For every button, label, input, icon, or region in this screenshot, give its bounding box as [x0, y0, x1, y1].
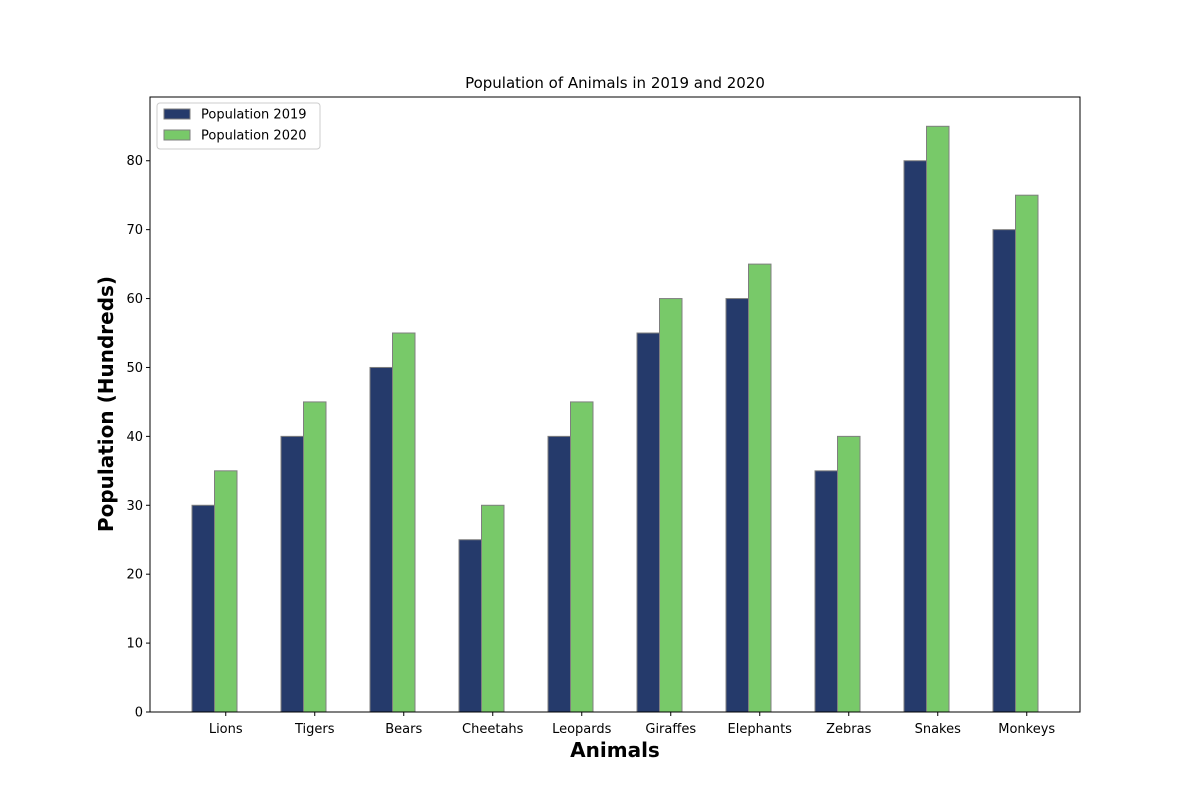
bar-leopards-2019: [547, 435, 571, 713]
chart-title: Population of Animals in 2019 and 2020: [465, 74, 765, 92]
bar-elephants-2020: [748, 263, 772, 713]
x-axis-label: Animals: [570, 738, 660, 762]
bar-bears-2019: [369, 366, 393, 713]
bar-cheetahs-2020: [481, 504, 505, 713]
x-tick-label: Monkeys: [998, 722, 1055, 737]
y-tick-label: 20: [126, 568, 143, 583]
x-tick-label: Lions: [209, 722, 243, 737]
y-tick-label: 60: [126, 292, 143, 307]
y-axis-label: Population (Hundreds): [94, 276, 118, 532]
bar-tigers-2020: [303, 401, 327, 713]
legend: Population 2019 Population 2020: [156, 102, 321, 150]
y-tick-label: 40: [126, 430, 143, 445]
bar-leopards-2020: [570, 401, 594, 713]
x-tick-label: Cheetahs: [462, 722, 524, 737]
bars-group: [191, 125, 1039, 713]
x-tick-label: Giraffes: [645, 722, 696, 737]
x-tick-label: Tigers: [294, 722, 335, 737]
x-tick-label: Snakes: [915, 722, 962, 737]
bar-snakes-2020: [926, 125, 950, 713]
bar-lions-2020: [214, 470, 238, 713]
legend-entry: Population 2019: [201, 108, 307, 123]
y-tick-label: 0: [135, 706, 143, 721]
x-tick-label: Leopards: [552, 722, 612, 737]
bar-snakes-2019: [903, 160, 927, 713]
legend-swatch: [163, 129, 191, 141]
bar-giraffes-2020: [659, 298, 683, 713]
bar-tigers-2019: [280, 435, 304, 713]
bar-monkeys-2020: [1015, 194, 1039, 713]
bar-zebras-2019: [814, 470, 838, 713]
y-tick-label: 30: [126, 499, 143, 514]
bar-giraffes-2019: [636, 332, 660, 713]
y-tick-label: 10: [126, 637, 143, 652]
bar-cheetahs-2019: [458, 539, 482, 713]
y-tick-label: 80: [126, 154, 143, 169]
plot-area: [149, 96, 1081, 713]
x-tick-label: Zebras: [826, 722, 871, 737]
x-axis: Lions Tigers Bears Cheetahs Leopards Giraffes…: [209, 712, 1055, 737]
legend-box: [156, 102, 321, 150]
x-tick-label: Bears: [385, 722, 422, 737]
bar-lions-2019: [191, 504, 215, 713]
bar-bears-2020: [392, 332, 416, 713]
bar-zebras-2020: [837, 435, 861, 713]
y-tick-label: 50: [126, 361, 143, 376]
legend-swatch: [163, 108, 191, 120]
y-tick-label: 70: [126, 223, 143, 238]
y-axis: 0 10 20 30 40 50 60 70 80: [126, 154, 150, 721]
bar-elephants-2019: [725, 298, 749, 713]
x-tick-label: Elephants: [728, 722, 793, 737]
bar-monkeys-2019: [992, 229, 1016, 713]
legend-entry: Population 2020: [201, 129, 307, 144]
